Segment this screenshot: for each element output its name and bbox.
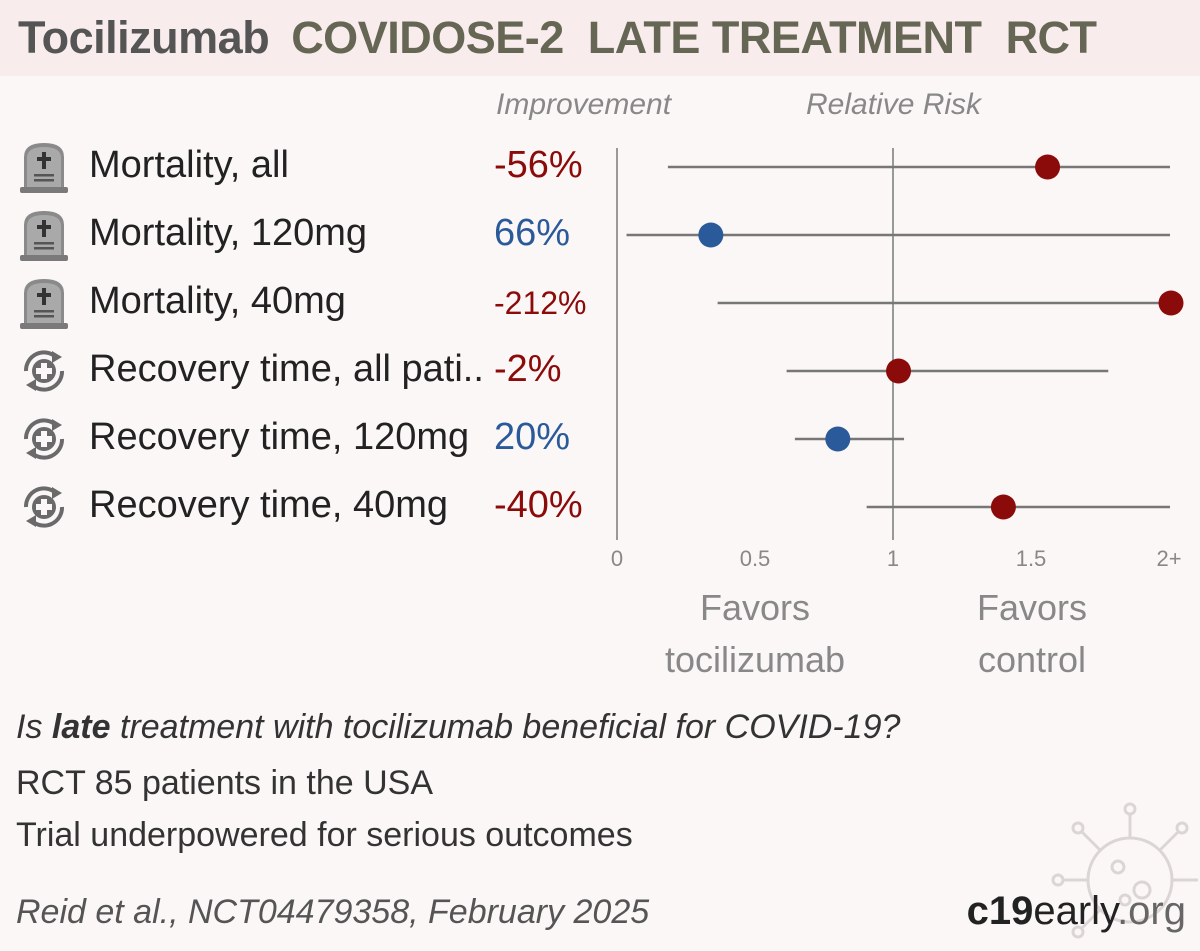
improvement-value: -212% xyxy=(494,285,587,321)
improvement-value: -56% xyxy=(494,144,583,186)
recovery-icon xyxy=(23,418,65,460)
improvement-value: -40% xyxy=(494,484,583,526)
effect-point xyxy=(886,358,912,384)
patient-count: RCT 85 patients in the USA xyxy=(16,764,434,802)
effect-point xyxy=(825,426,851,452)
outcome-label: Recovery time, 120mg xyxy=(89,416,470,458)
favors-label-line: control xyxy=(977,639,1087,680)
virus-watermark-icon xyxy=(1051,802,1198,939)
brand-link[interactable]: c19early.org xyxy=(967,889,1186,934)
question-suffix: treatment with tocilizumab beneficial fo… xyxy=(110,708,901,746)
favors-control-label: Favors control xyxy=(977,582,1087,686)
title-bar xyxy=(0,0,1200,76)
improvement-value: 20% xyxy=(494,416,571,458)
treatment-category: LATE TREATMENT xyxy=(587,12,982,63)
outcome-label: Mortality, 120mg xyxy=(89,212,368,254)
study-question: Is late treatment with tocilizumab benef… xyxy=(16,708,900,747)
question-prefix: Is xyxy=(16,708,52,746)
effect-point xyxy=(1035,154,1061,180)
recovery-icon xyxy=(23,486,65,528)
improvement-value: -2% xyxy=(494,348,562,390)
brand-mid: early xyxy=(1033,889,1118,933)
favors-label-line: Favors xyxy=(699,587,811,628)
trial-name: COVIDOSE-2 LATE TREATMENT RCT xyxy=(291,12,1097,63)
citation: Reid et al., NCT04479358, February 2025 xyxy=(16,893,650,931)
study-design: RCT xyxy=(1005,12,1097,63)
effect-point xyxy=(698,222,724,248)
effect-point xyxy=(1158,290,1184,316)
tombstone-icon xyxy=(20,211,68,261)
favors-label-line: tocilizumab xyxy=(664,639,846,680)
x-tick-label: 0 xyxy=(610,546,624,571)
x-tick-label: 0.5 xyxy=(739,546,771,571)
brand-bold: c19 xyxy=(966,889,1034,933)
question-emphasis: late xyxy=(51,708,111,746)
trial-id: COVIDOSE-2 xyxy=(291,12,564,63)
outcome-label: Recovery time, all pati.. xyxy=(89,348,484,390)
effect-point xyxy=(990,494,1016,520)
page-title: Tocilizumab COVIDOSE-2 LATE TREATMENT RCT xyxy=(18,12,1097,64)
outcome-label: Recovery time, 40mg xyxy=(89,484,449,526)
drug-name: Tocilizumab xyxy=(18,12,270,63)
tombstone-icon xyxy=(20,279,68,329)
improvement-column-header: Improvement xyxy=(496,88,672,121)
recovery-icon xyxy=(23,350,65,392)
favors-label-line: Favors xyxy=(976,587,1088,628)
improvement-value: 66% xyxy=(494,212,571,254)
x-tick-label: 2+ xyxy=(1156,546,1182,571)
tombstone-icon xyxy=(20,143,68,193)
power-note: Trial underpowered for serious outcomes xyxy=(16,816,633,854)
outcome-label: Mortality, 40mg xyxy=(89,280,346,322)
x-tick-label: 1.5 xyxy=(1015,546,1047,571)
relative-risk-column-header: Relative Risk xyxy=(806,88,982,121)
brand-domain: .org xyxy=(1117,889,1186,933)
favors-treatment-label: Favors tocilizumab xyxy=(665,582,845,686)
x-tick-label: 1 xyxy=(886,546,900,571)
outcome-label: Mortality, all xyxy=(89,144,289,186)
